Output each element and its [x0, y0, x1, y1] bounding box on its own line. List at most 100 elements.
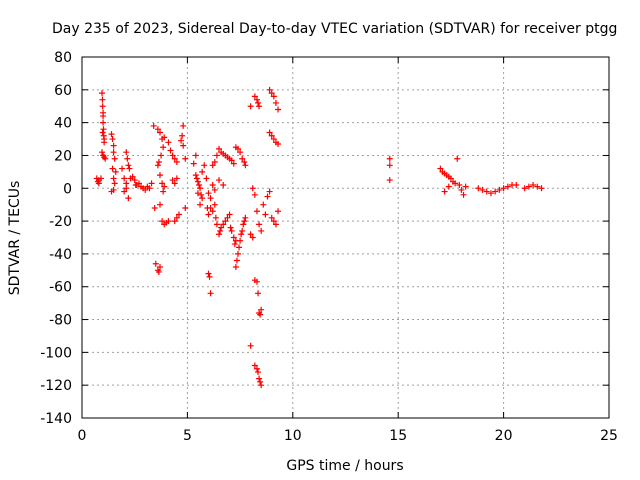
data-point: [249, 185, 256, 192]
data-point: [148, 180, 155, 187]
data-point: [237, 149, 244, 156]
data-points: [93, 86, 545, 389]
data-point: [97, 175, 104, 182]
data-point: [207, 290, 214, 297]
data-point: [111, 180, 118, 187]
data-point: [211, 186, 218, 193]
data-point: [260, 201, 267, 208]
y-tick-label: -60: [49, 280, 72, 296]
data-point: [109, 165, 116, 172]
data-point: [538, 185, 545, 192]
data-point: [110, 175, 117, 182]
data-point: [255, 290, 262, 297]
data-point: [258, 306, 265, 313]
data-point: [156, 129, 163, 136]
plot-frame: [81, 56, 610, 419]
data-point: [182, 155, 189, 162]
data-point: [253, 96, 260, 103]
data-point: [125, 162, 132, 169]
data-point: [251, 362, 258, 369]
data-point: [239, 155, 246, 162]
x-axis-label: GPS time / hours: [286, 458, 403, 474]
y-tick-labels: -140 -120 -100 -80 -60 -40 -20 0 20 40 60 80: [40, 50, 72, 427]
data-point: [247, 342, 254, 349]
y-tick-label: 60: [54, 83, 72, 99]
data-point: [249, 234, 256, 241]
data-point: [216, 145, 223, 152]
data-point: [203, 175, 210, 182]
data-point: [121, 188, 128, 195]
x-tick-label: 15: [389, 428, 407, 444]
data-point: [192, 152, 199, 159]
x-tick-label: 10: [284, 428, 302, 444]
data-point: [171, 218, 178, 225]
data-point: [161, 134, 168, 141]
data-point: [262, 211, 269, 218]
data-point: [169, 177, 176, 184]
data-point: [126, 165, 133, 172]
data-point: [525, 183, 532, 190]
data-point: [158, 152, 165, 159]
data-point: [217, 227, 224, 234]
data-point: [272, 221, 279, 228]
data-point: [171, 180, 178, 187]
y-tick-label: -80: [49, 313, 72, 329]
data-point: [142, 186, 149, 193]
data-point: [232, 264, 239, 271]
data-point: [119, 165, 126, 172]
y-tick-label: -20: [49, 214, 72, 230]
data-point: [205, 270, 212, 277]
data-point: [159, 218, 166, 225]
data-point: [198, 191, 205, 198]
data-point: [156, 172, 163, 179]
y-tick-label: -140: [40, 411, 72, 427]
data-point: [272, 99, 279, 106]
data-point: [213, 221, 220, 228]
data-point: [121, 175, 128, 182]
data-point: [135, 180, 142, 187]
data-point: [241, 218, 248, 225]
data-point: [242, 162, 249, 169]
data-point: [206, 273, 213, 280]
data-point: [129, 173, 136, 180]
data-point: [155, 268, 162, 275]
data-point: [275, 208, 282, 215]
data-point: [156, 201, 163, 208]
data-point: [216, 231, 223, 238]
data-point: [251, 93, 258, 100]
data-point: [257, 311, 264, 318]
data-point: [201, 162, 208, 169]
data-point: [483, 188, 490, 195]
data-point: [167, 147, 174, 154]
data-point: [256, 103, 263, 110]
chart-title: Day 235 of 2023, Sidereal Day-to-day VTE…: [52, 21, 617, 37]
data-point: [169, 152, 176, 159]
data-point: [193, 175, 200, 182]
data-point: [209, 181, 216, 188]
data-point: [150, 122, 157, 129]
data-point: [205, 211, 212, 218]
data-point: [155, 159, 162, 166]
y-tick-label: 0: [63, 181, 72, 197]
data-point: [513, 181, 520, 188]
data-point: [124, 155, 131, 162]
data-point: [275, 140, 282, 147]
data-point: [437, 165, 444, 172]
data-point: [475, 185, 482, 192]
data-point: [178, 137, 185, 144]
data-point: [521, 185, 528, 192]
data-point: [458, 186, 465, 193]
data-point: [160, 144, 167, 151]
data-point: [100, 119, 107, 126]
data-point: [237, 237, 244, 244]
data-point: [99, 96, 106, 103]
data-point: [182, 204, 189, 211]
data-point: [112, 168, 119, 175]
data-point: [207, 195, 214, 202]
data-point: [218, 224, 225, 231]
data-point: [253, 278, 260, 285]
data-point: [240, 221, 247, 228]
data-point: [108, 131, 115, 138]
data-point: [100, 113, 107, 120]
data-point: [462, 183, 469, 190]
